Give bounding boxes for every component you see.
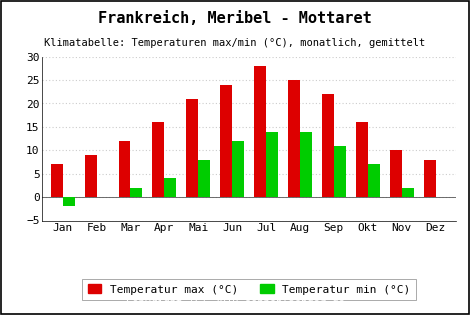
Bar [152, 122, 164, 197]
Bar [368, 164, 380, 197]
Text: Klimatabelle: Temperaturen max/min (°C), monatlich, gemittelt: Klimatabelle: Temperaturen max/min (°C),… [44, 38, 426, 48]
Bar [131, 188, 142, 197]
Bar [232, 141, 244, 197]
Text: Copyright (C) 2010 sonnenlaender.de: Copyright (C) 2010 sonnenlaender.de [125, 298, 345, 308]
Bar [334, 146, 346, 197]
Bar [266, 132, 278, 197]
Bar [164, 178, 176, 197]
Bar [356, 122, 368, 197]
Bar [300, 132, 312, 197]
Bar [423, 160, 436, 197]
Bar [402, 188, 414, 197]
Bar [63, 197, 75, 206]
Bar [198, 160, 210, 197]
Bar [51, 164, 63, 197]
Bar [187, 99, 198, 197]
Bar [288, 80, 300, 197]
Bar [85, 155, 96, 197]
Legend: Temperatur max (°C), Temperatur min (°C): Temperatur max (°C), Temperatur min (°C) [82, 278, 416, 300]
Bar [254, 66, 266, 197]
Bar [322, 94, 334, 197]
Bar [390, 150, 402, 197]
Text: Frankreich, Meribel - Mottaret: Frankreich, Meribel - Mottaret [98, 11, 372, 26]
Bar [118, 141, 131, 197]
Bar [220, 85, 232, 197]
